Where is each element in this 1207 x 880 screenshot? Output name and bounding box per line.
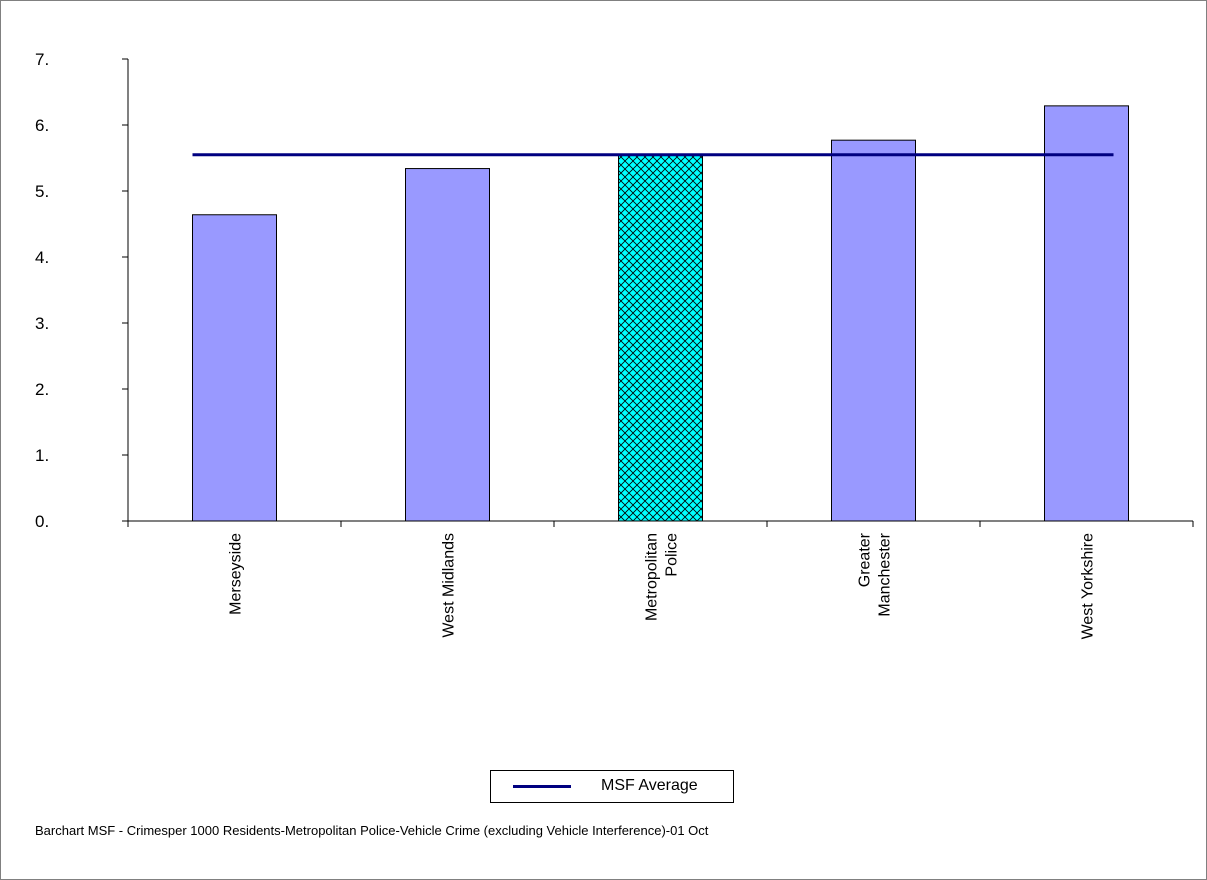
- y-tick-label: 6.: [35, 116, 49, 135]
- bar-metropolitan-police: [618, 154, 703, 522]
- labels-layer: 0. 1. 2. 3. 4. 5. 6. 7. Merseyside West Midlands M…: [35, 50, 1097, 639]
- y-tick-label: 2.: [35, 380, 49, 399]
- x-category-label: West Midlands: [441, 533, 458, 638]
- x-category-label-line: Metropolitan: [644, 533, 661, 621]
- x-category-label-line: Greater: [857, 532, 874, 587]
- bar-west-midlands: [405, 168, 490, 522]
- axes-layer: [122, 58, 1194, 527]
- y-tick-label: 7.: [35, 50, 49, 69]
- legend-average-line-swatch: [513, 785, 571, 788]
- x-category-label-line: West Yorkshire: [1080, 533, 1097, 640]
- y-tick-label: 1.: [35, 446, 49, 465]
- bar-west-yorkshire: [1044, 105, 1129, 522]
- x-category-label: Metropolitan Police: [644, 533, 681, 621]
- y-tick-label: 5.: [35, 182, 49, 201]
- x-category-label: Merseyside: [228, 533, 245, 615]
- bars-layer: [192, 105, 1129, 522]
- legend: MSF Average: [490, 770, 734, 803]
- x-category-label-line: West Midlands: [441, 533, 458, 638]
- x-category-label: Greater Manchester: [857, 532, 894, 616]
- x-category-label-line: Merseyside: [228, 533, 245, 615]
- y-tick-label: 4.: [35, 248, 49, 267]
- bar-greater-manchester: [831, 139, 916, 522]
- bar-merseyside: [192, 214, 277, 522]
- x-category-label: West Yorkshire: [1080, 533, 1097, 640]
- chart-caption: Barchart MSF - Crimesper 1000 Residents-…: [35, 823, 709, 838]
- x-category-label-line: Manchester: [877, 532, 894, 616]
- y-tick-label: 0.: [35, 512, 49, 531]
- legend-average-label: MSF Average: [601, 777, 698, 794]
- x-category-label-line: Police: [664, 533, 681, 577]
- y-tick-label: 3.: [35, 314, 49, 333]
